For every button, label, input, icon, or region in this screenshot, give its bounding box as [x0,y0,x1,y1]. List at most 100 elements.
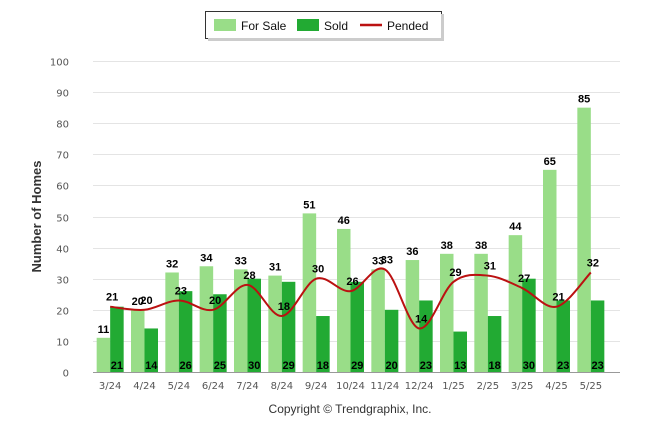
data-label-pended: 29 [449,267,461,279]
legend-frame [205,11,442,39]
x-tick-label: 8/24 [271,381,293,392]
data-label-for-sale: 31 [269,262,281,274]
pended-line [110,267,592,330]
bar-sold [590,300,605,372]
legend-label-sold: Sold [324,19,348,33]
bar-sold [178,291,193,372]
y-tick-label: 50 [56,214,69,225]
bar-for-sale [234,269,248,372]
bar-sold [110,306,124,372]
bar-for-sale [268,275,282,372]
data-label-pended: 21 [552,292,564,304]
bar-sold [419,300,433,372]
data-label-for-sale: 65 [544,156,556,168]
x-tick-label: 5/25 [580,381,602,392]
x-tick-label: 10/24 [336,381,365,392]
data-label-for-sale: 33 [235,255,247,267]
data-label-pended: 20 [209,295,221,307]
data-label-for-sale: 36 [406,246,418,258]
data-label-for-sale: 46 [338,215,350,227]
x-tick-label: 2/25 [477,381,499,392]
bar-for-sale [337,228,351,372]
y-tick-label: 100 [50,58,69,69]
legend-swatch-sold [297,19,319,31]
y-tick-label: 20 [56,307,69,318]
y-tick-label: 10 [56,338,69,349]
bar-for-sale [131,309,145,372]
legend-label-pended: Pended [387,19,428,33]
bar-sold [316,316,330,372]
y-tick-label: 30 [56,276,69,287]
x-tick-label: 11/24 [370,381,399,392]
copyright-credit: Copyright © Trendgraphix, Inc. [269,402,432,416]
data-label-sold: 30 [523,360,535,372]
y-tick-label: 0 [63,369,69,380]
x-tick-label: 1/25 [442,381,464,392]
bar-for-sale [371,269,385,372]
bar-sold [144,328,158,372]
bar-for-sale [302,213,317,372]
x-tick-label: 4/25 [545,381,567,392]
legend: For Sale Sold Pended [205,11,444,41]
bar-sold [247,278,261,372]
data-label-pended: 31 [484,261,496,273]
data-label-sold: 18 [317,360,329,372]
legend-shadow [208,38,444,41]
bar-sold [487,316,502,372]
x-tick-label: 7/24 [236,381,258,392]
bar-for-sale [474,253,488,372]
y-axis-title: Number of Homes [29,161,44,273]
data-label-sold: 23 [591,360,603,372]
data-label-for-sale: 44 [509,221,522,233]
data-label-for-sale: 85 [578,94,590,106]
data-label-pended: 27 [518,273,530,285]
x-tick-label: 6/24 [202,381,224,392]
data-label-for-sale: 38 [475,240,487,252]
bar-for-sale [577,107,591,373]
y-tick-label: 80 [56,120,69,131]
bars [96,107,605,373]
bar-for-sale [508,235,523,372]
x-tick-label: 4/24 [133,381,155,392]
bar-for-sale [199,266,214,372]
data-label-sold: 13 [454,360,466,372]
data-label-sold: 14 [145,360,158,372]
data-label-sold: 26 [179,360,191,372]
data-label-sold: 23 [420,360,432,372]
legend-shadow [441,14,444,41]
data-label-pended: 33 [381,254,393,266]
x-tick-label: 3/24 [99,381,121,392]
legend-label-for-sale: For Sale [241,19,287,33]
x-axis-ticks: 3/24 4/24 5/24 6/24 7/24 8/24 9/24 10/24 11/24 12… [99,381,602,392]
data-label-for-sale: 38 [441,240,453,252]
data-labels: 11 21 21 20 14 20 32 26 23 34 25 20 33 30 28 31 29 18 51 18… [98,94,604,372]
data-label-pended: 26 [346,276,358,288]
data-label-for-sale: 32 [166,258,178,270]
y-axis-ticks: 0 10 20 30 40 50 60 70 80 90 100 [50,58,69,380]
gridlines [93,61,620,373]
data-label-for-sale: 33 [372,255,384,267]
data-label-pended: 32 [587,257,599,269]
bar-for-sale [440,253,454,372]
bar-sold [453,331,467,372]
bar-for-sale [405,260,420,372]
bar-for-sale [165,272,179,372]
bar-sold [281,281,296,372]
bar-sold [522,278,536,372]
bar-sold [213,294,227,372]
data-label-pended: 30 [312,264,324,276]
bar-for-sale [96,337,111,372]
data-label-sold: 25 [214,360,226,372]
bar-sold [384,309,399,372]
data-label-sold: 29 [282,360,294,372]
data-label-sold: 29 [351,360,363,372]
data-label-pended: 18 [278,301,290,313]
data-label-pended: 23 [175,285,187,297]
data-label-for-sale: 20 [132,296,144,308]
data-label-for-sale: 51 [303,199,315,211]
data-label-pended: 28 [243,270,255,282]
x-tick-label: 5/24 [168,381,190,392]
bar-for-sale [543,169,557,372]
